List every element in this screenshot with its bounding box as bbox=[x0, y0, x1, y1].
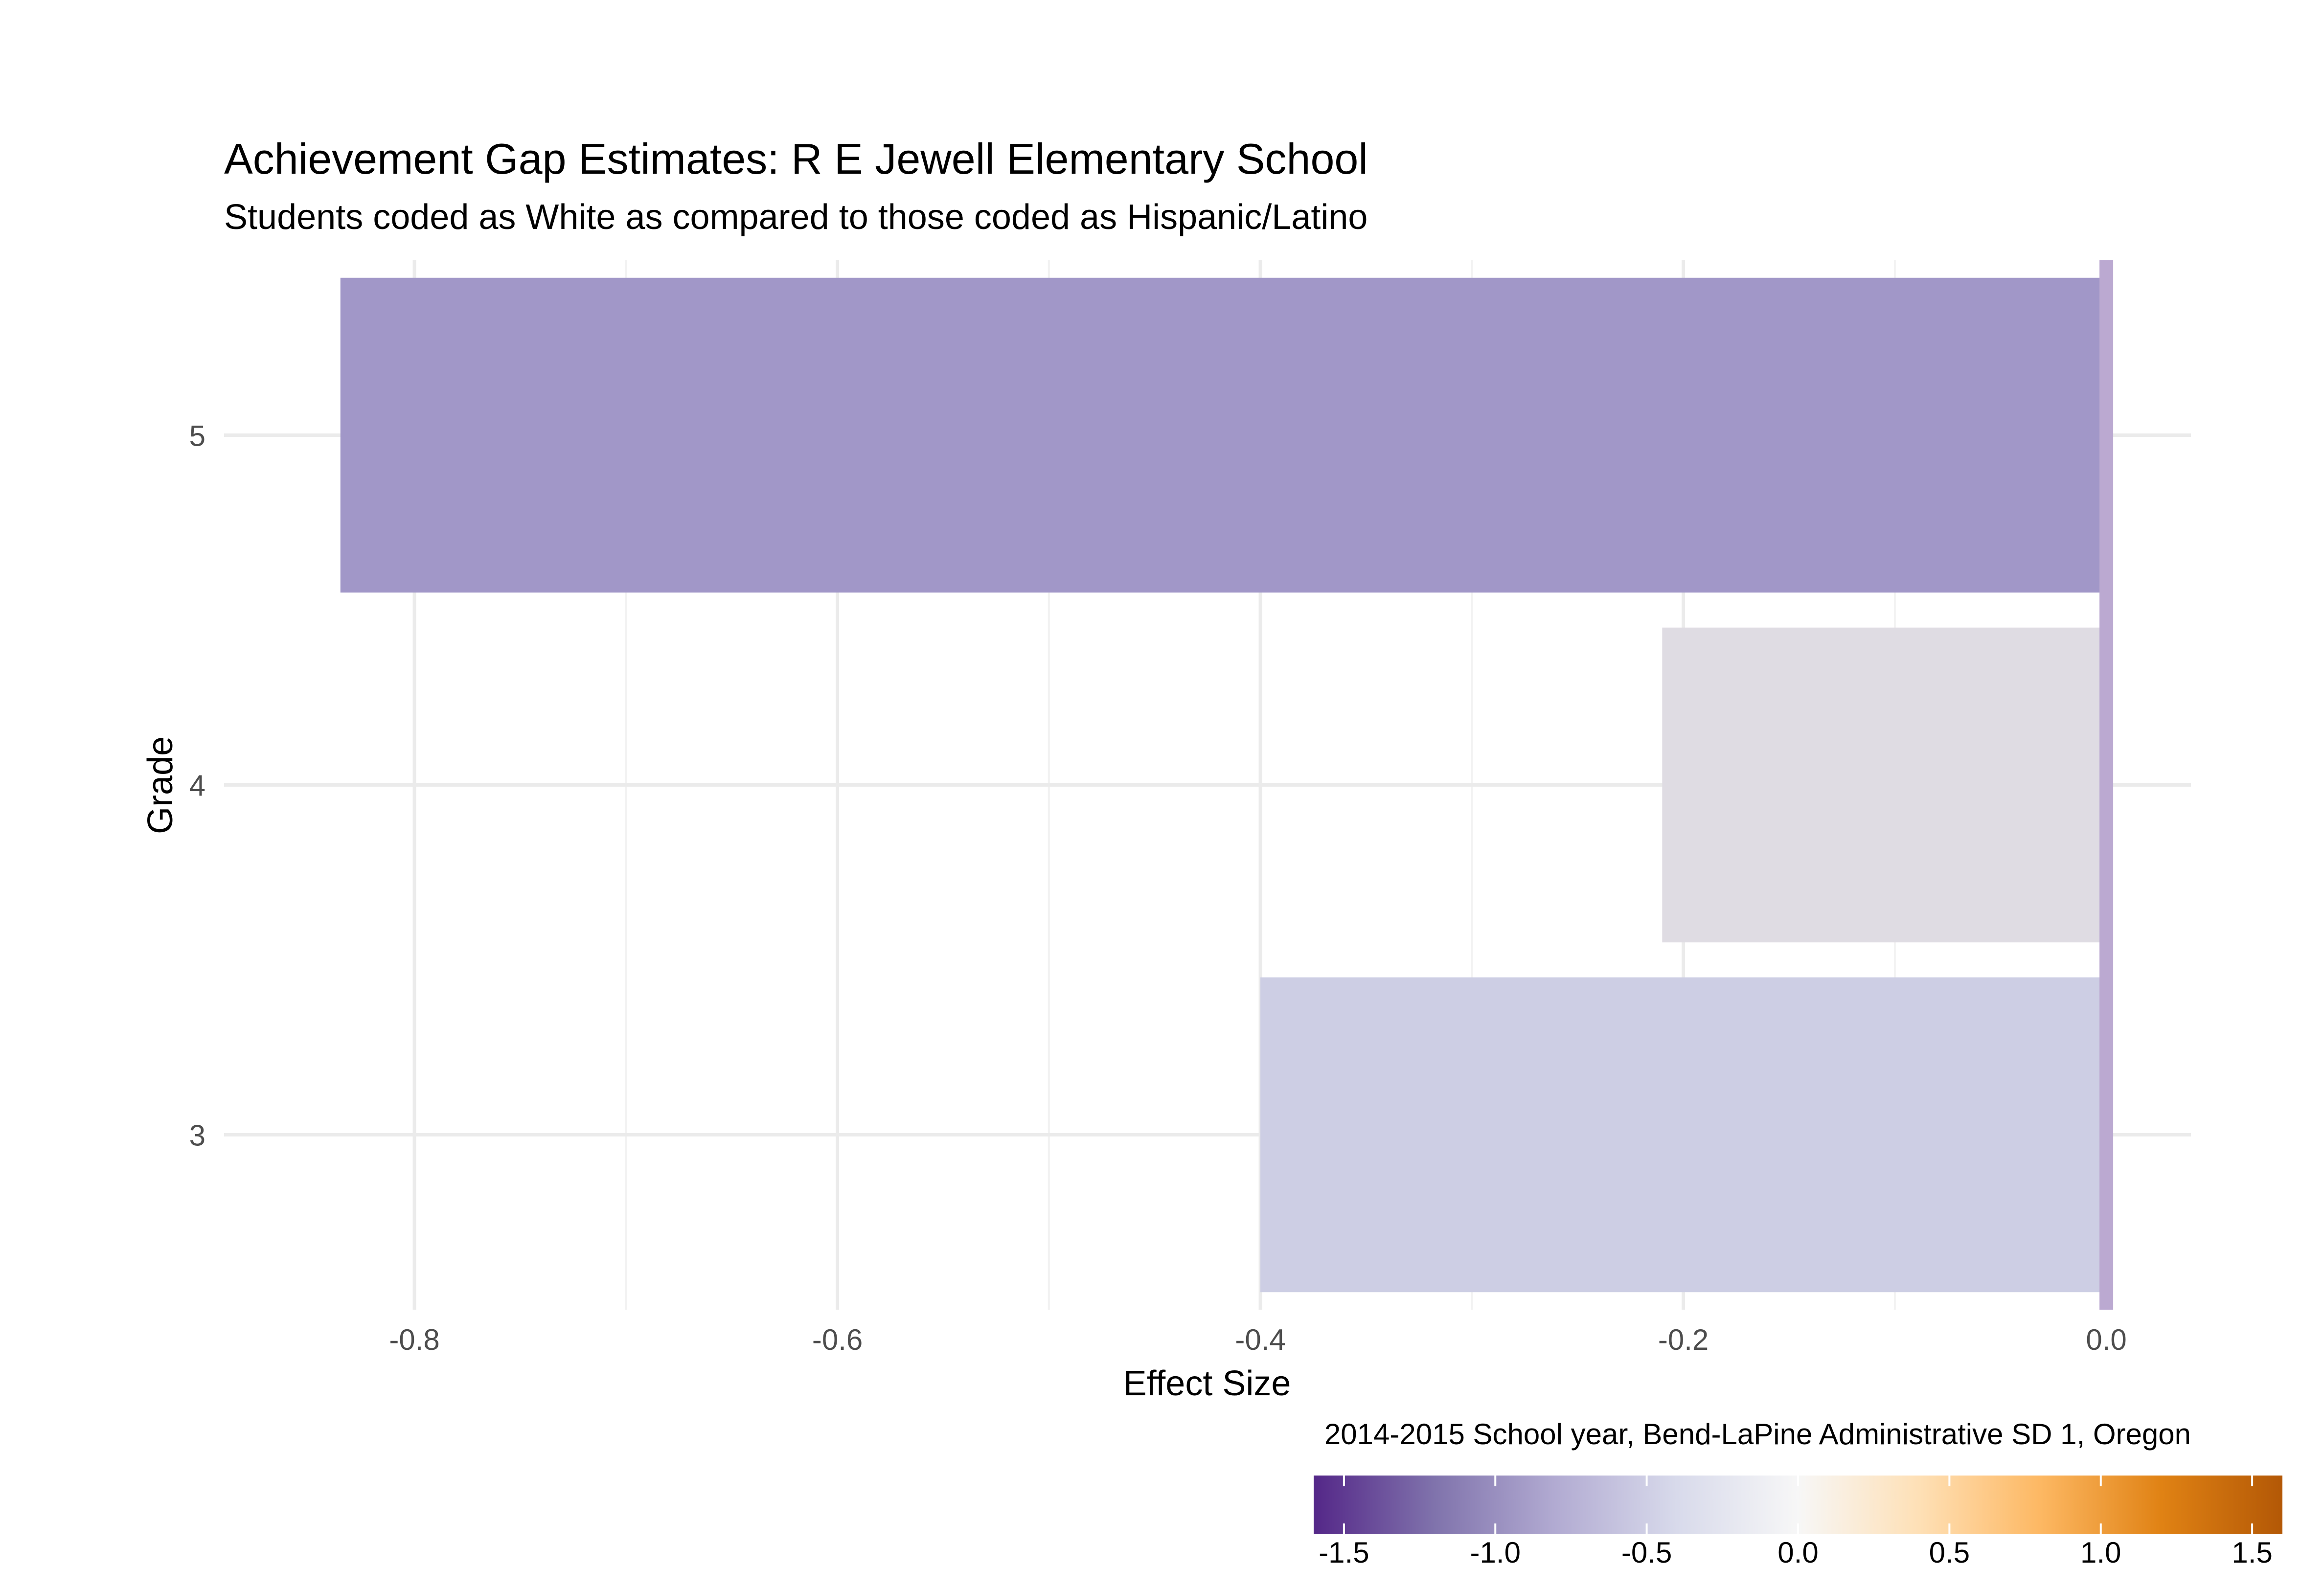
colorbar-tick-label: -1.5 bbox=[1319, 1536, 1369, 1569]
colorbar-tick-label: -1.0 bbox=[1470, 1536, 1521, 1569]
colorbar-tick-label: 1.0 bbox=[2080, 1536, 2121, 1569]
bar-grade-5 bbox=[340, 277, 2107, 593]
colorbar-tick-label: 0.5 bbox=[1929, 1536, 1970, 1569]
x-tick-label: -0.8 bbox=[389, 1323, 439, 1356]
colorbar-ticks: -1.5 -1.0 -0.5 0.0 0.5 1.0 1.5 bbox=[1319, 1476, 2273, 1569]
colorbar-tick-label: 0.0 bbox=[1777, 1536, 1818, 1569]
chart-subtitle: Students coded as White as compared to t… bbox=[224, 198, 1367, 237]
chart-title: Achievement Gap Estimates: R E Jewell El… bbox=[224, 135, 1368, 183]
zero-reference-line bbox=[2099, 260, 2114, 1310]
y-tick-label: 4 bbox=[189, 770, 205, 802]
x-tick-label: 0.0 bbox=[2086, 1323, 2126, 1356]
colorbar-tick-label: 1.5 bbox=[2232, 1536, 2272, 1569]
x-tick-label: -0.6 bbox=[812, 1323, 863, 1356]
y-tick-labels: 3 4 5 bbox=[189, 420, 205, 1152]
y-tick-label: 5 bbox=[189, 420, 205, 453]
bars bbox=[340, 277, 2107, 1293]
x-tick-label: -0.2 bbox=[1658, 1323, 1709, 1356]
color-legend: -1.5 -1.0 -0.5 0.0 0.5 1.0 1.5 bbox=[1314, 1476, 2282, 1569]
colorbar-tick-label: -0.5 bbox=[1621, 1536, 1672, 1569]
reference-line bbox=[2099, 260, 2114, 1310]
x-tick-labels: -0.8 -0.6 -0.4 -0.2 0.0 bbox=[389, 1323, 2126, 1356]
bar-grade-3 bbox=[1260, 977, 2107, 1293]
bar-grade-4 bbox=[1662, 627, 2107, 943]
y-tick-label: 3 bbox=[189, 1119, 205, 1152]
caption: 2014-2015 School year, Bend-LaPine Admin… bbox=[1324, 1418, 2191, 1451]
x-axis-label: Effect Size bbox=[1123, 1364, 1291, 1403]
x-tick-label: -0.4 bbox=[1235, 1323, 1285, 1356]
y-axis-label: Grade bbox=[141, 736, 180, 834]
